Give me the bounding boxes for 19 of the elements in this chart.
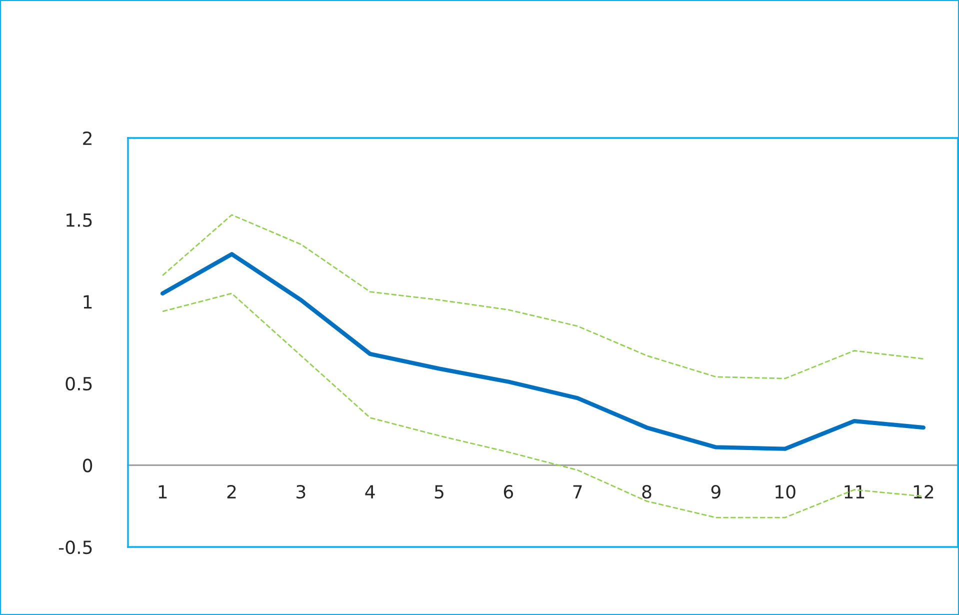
- y-tick-label: 1.5: [66, 213, 92, 227]
- x-tick-label: 3: [296, 484, 306, 499]
- x-tick-label: 9: [711, 484, 720, 499]
- x-tick-label: 8: [642, 484, 652, 499]
- x-tick-label: 2: [227, 484, 236, 498]
- x-tick-label: 12: [914, 484, 934, 498]
- y-tick-label: 2: [83, 131, 92, 145]
- y-tick-label: 0: [82, 458, 92, 472]
- x-tick-label: 1: [158, 485, 167, 498]
- x-tick-label: 10: [776, 484, 796, 499]
- y-tick-label: 0.5: [66, 376, 92, 391]
- x-tick-label: 5: [434, 485, 444, 499]
- x-tick-label: 4: [365, 485, 375, 498]
- x-tick-label: 6: [504, 484, 514, 499]
- y-tick-label: -0.5: [58, 540, 92, 554]
- y-tick-label: 1: [84, 295, 92, 308]
- line-series: [162, 214, 924, 380]
- line-series: [160, 252, 926, 451]
- x-tick-label: 7: [573, 485, 582, 498]
